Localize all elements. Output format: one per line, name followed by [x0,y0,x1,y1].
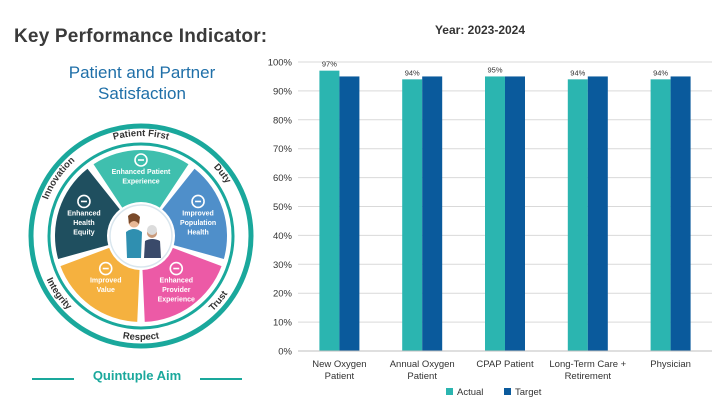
x-tick-label-2-2: Patient [407,371,437,382]
bar-target-2 [422,76,443,351]
data-label-3: 95% [487,65,502,74]
value-chart-icon [98,261,113,276]
segment-5-label-1: Enhanced [67,210,100,217]
ring-label-patient-first: Patient First [112,128,171,143]
health-plus-icon [77,194,91,209]
legend-label-actual: Actual [457,387,483,398]
bar-actual-3 [485,76,505,351]
bar-actual-1 [319,70,340,352]
y-tick-label-20: 20% [273,289,293,300]
subtitle-line-2: Satisfaction [98,84,186,103]
y-tick-label-60: 60% [273,173,293,184]
segment-3 [142,247,222,322]
x-tick-label-1-1: New Oxygen [312,359,366,370]
segment-3-label-1: Enhanced [160,278,193,285]
patient-body [144,239,161,258]
chart-title: Year: 2023-2024 [435,23,525,37]
kpi-bar-chart: Year: 2023-2024 0% 10% 20% 30% 40% 50% 60% 70% 80… [268,23,712,398]
y-tick-label-0: 0% [278,347,292,358]
bar-target-5 [670,76,691,351]
segment-2-label-3: Health [187,229,208,236]
provider-body [126,229,142,258]
legend-label-target: Target [515,387,542,398]
y-tick-label-10: 10% [273,318,293,329]
segment-2 [162,168,227,259]
bar-target-3 [505,76,525,351]
segment-4 [60,247,140,322]
x-tick-label-2-1: Annual Oxygen [390,359,455,370]
quintuple-aim-wheel: Patient FirstDutyTrustRespectIntegrityIn… [28,123,254,349]
bar-actual-4 [567,79,588,351]
data-label-4: 94% [570,68,585,77]
legend-swatch-actual [446,388,453,395]
segment-3-label-3: Experience [158,297,195,304]
data-label-1: 97% [322,60,337,69]
x-tick-label-4-2: Retirement [565,371,612,382]
legend-swatch-target [504,388,511,395]
outer-ring [28,123,254,349]
kpi-subtitle: Patient and Partner Satisfaction [22,62,262,104]
segment-5-label-3: Equity [73,229,94,236]
y-tick-label-40: 40% [273,231,293,242]
y-tick-label-100: 100% [268,58,293,69]
kpi-title: Key Performance Indicator: [14,26,268,47]
y-tick-label-80: 80% [273,115,293,126]
y-tick-label-90: 90% [273,86,293,97]
x-tick-label-1-2: Patient [325,371,355,382]
x-tick-label-5-1: Physician [650,359,691,370]
footer-line-left [32,378,74,380]
y-tick-label-30: 30% [273,260,293,271]
y-tick-label-50: 50% [273,202,293,213]
x-tick-label-3-1: CPAP Patient [476,359,534,370]
bar-actual-5 [650,79,671,351]
quintuple-aim-label: Quintuple Aim [92,368,182,383]
patient-hair [147,225,157,235]
patient-bed-icon [134,153,148,167]
segment-1 [93,150,189,208]
segment-2-label-2: Population [180,220,216,227]
y-tick-label-70: 70% [273,144,293,155]
x-tick-label-4-1: Long-Term Care + [549,359,626,370]
segment-1-label-2: Experience [122,179,159,186]
bar-actual-2 [402,79,423,351]
footer-line-right [200,378,242,380]
segment-1-label-1: Enhanced Patient [112,169,171,176]
provider-hair [128,213,140,224]
segment-5-label-2: Health [73,220,94,227]
population-icon [191,194,205,209]
segment-4-label-2: Value [97,287,115,294]
bar-target-4 [587,76,608,351]
bar-target-1 [339,76,360,351]
provider-icon [169,261,184,276]
ring-label-respect: Respect [122,330,161,343]
data-label-2: 94% [405,68,420,77]
segment-2-label-1: Improved [182,210,214,217]
subtitle-line-1: Patient and Partner [68,63,216,82]
inner-ring [47,142,235,330]
quintuple-aim-footer: Quintuple Aim [32,368,242,388]
data-label-5: 94% [653,68,668,77]
segment-5 [55,168,120,259]
segment-4-label-1: Improved [90,278,122,285]
segment-3-label-2: Provider [162,287,191,294]
